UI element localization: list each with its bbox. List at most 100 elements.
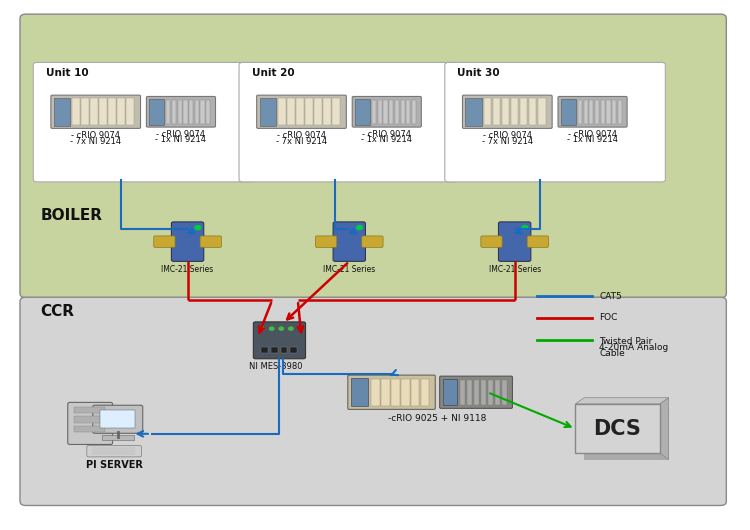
Text: CCR: CCR xyxy=(40,304,74,319)
FancyBboxPatch shape xyxy=(333,222,365,261)
Bar xyxy=(383,100,388,124)
Text: - 1x NI 9214: - 1x NI 9214 xyxy=(362,135,413,144)
Bar xyxy=(108,98,116,125)
Text: - 7x NI 9214: - 7x NI 9214 xyxy=(70,137,122,146)
Text: - 7x NI 9214: - 7x NI 9214 xyxy=(482,137,532,146)
Text: IMC-21 Series: IMC-21 Series xyxy=(161,265,214,274)
Bar xyxy=(411,379,419,406)
Bar xyxy=(90,98,98,125)
FancyBboxPatch shape xyxy=(93,405,142,434)
FancyBboxPatch shape xyxy=(87,446,141,457)
Bar xyxy=(172,100,176,124)
Polygon shape xyxy=(575,398,669,404)
Bar xyxy=(520,98,527,125)
FancyBboxPatch shape xyxy=(51,95,140,128)
Bar xyxy=(406,100,410,124)
FancyBboxPatch shape xyxy=(146,96,215,127)
Bar xyxy=(81,98,88,125)
Bar xyxy=(584,410,669,460)
FancyBboxPatch shape xyxy=(499,222,531,261)
Bar xyxy=(200,100,205,124)
Text: - cRIO 9074: - cRIO 9074 xyxy=(71,131,120,140)
Bar xyxy=(460,380,465,405)
Bar xyxy=(262,347,268,353)
Bar xyxy=(495,380,500,405)
Text: Cable: Cable xyxy=(599,349,625,358)
Text: - cRIO 9074: - cRIO 9074 xyxy=(483,131,532,140)
Bar xyxy=(178,100,182,124)
FancyBboxPatch shape xyxy=(527,236,548,248)
FancyBboxPatch shape xyxy=(200,236,221,248)
Bar xyxy=(183,100,188,124)
Bar xyxy=(189,100,194,124)
Bar xyxy=(481,380,486,405)
FancyBboxPatch shape xyxy=(463,95,552,128)
Text: - 1x NI 9214: - 1x NI 9214 xyxy=(567,135,618,144)
Text: IMC-21 Series: IMC-21 Series xyxy=(323,265,376,274)
Bar xyxy=(356,99,370,125)
FancyBboxPatch shape xyxy=(316,236,337,248)
Text: Unit 30: Unit 30 xyxy=(458,68,500,77)
Bar xyxy=(332,98,340,125)
Bar xyxy=(493,98,500,125)
Text: DCS: DCS xyxy=(593,419,641,439)
Polygon shape xyxy=(660,398,669,460)
Bar xyxy=(400,100,405,124)
Text: -cRIO 9025 + NI 9118: -cRIO 9025 + NI 9118 xyxy=(388,413,487,422)
FancyBboxPatch shape xyxy=(440,376,512,408)
Bar xyxy=(305,98,313,125)
Bar xyxy=(538,98,545,125)
Bar xyxy=(352,378,368,407)
Circle shape xyxy=(279,327,284,330)
Bar xyxy=(389,100,394,124)
Bar xyxy=(473,380,479,405)
Bar xyxy=(101,435,134,439)
FancyBboxPatch shape xyxy=(254,322,305,359)
Bar xyxy=(529,98,536,125)
FancyBboxPatch shape xyxy=(445,63,665,182)
Bar xyxy=(606,100,610,124)
Bar xyxy=(323,98,331,125)
Bar xyxy=(371,379,380,406)
Text: CAT5: CAT5 xyxy=(599,292,622,301)
Text: NI MES-3980: NI MES-3980 xyxy=(249,363,302,372)
Bar xyxy=(287,98,295,125)
Bar xyxy=(381,379,390,406)
Bar xyxy=(578,100,582,124)
Circle shape xyxy=(522,226,528,229)
Text: PI SERVER: PI SERVER xyxy=(86,460,142,470)
Text: - cRIO 9074: - cRIO 9074 xyxy=(157,130,206,139)
Text: BOILER: BOILER xyxy=(40,208,103,223)
Text: - 7x NI 9214: - 7x NI 9214 xyxy=(276,137,327,146)
Circle shape xyxy=(357,226,362,229)
FancyBboxPatch shape xyxy=(20,297,726,506)
Bar xyxy=(443,379,457,405)
Bar xyxy=(484,98,491,125)
Bar xyxy=(74,426,105,432)
Bar xyxy=(466,98,482,126)
Text: Twisted Pair: Twisted Pair xyxy=(599,337,652,346)
Bar xyxy=(72,98,80,125)
Text: FOC: FOC xyxy=(599,313,617,322)
FancyBboxPatch shape xyxy=(256,95,346,128)
FancyBboxPatch shape xyxy=(154,236,175,248)
Bar xyxy=(99,98,106,125)
Text: Unit 20: Unit 20 xyxy=(251,68,294,77)
Bar xyxy=(412,100,416,124)
Bar xyxy=(117,98,125,125)
Text: - cRIO 9074: - cRIO 9074 xyxy=(277,131,326,140)
Bar xyxy=(166,100,170,124)
Bar xyxy=(74,417,105,422)
Circle shape xyxy=(269,327,274,330)
Bar xyxy=(502,98,509,125)
Bar xyxy=(595,100,599,124)
Bar xyxy=(206,100,210,124)
Bar xyxy=(502,380,507,405)
Bar xyxy=(195,100,199,124)
Bar xyxy=(511,98,518,125)
Text: Unit 10: Unit 10 xyxy=(46,68,88,77)
Bar xyxy=(488,380,494,405)
FancyBboxPatch shape xyxy=(352,96,422,127)
Text: - 1x NI 9214: - 1x NI 9214 xyxy=(155,135,206,144)
Text: IMC-21 Series: IMC-21 Series xyxy=(488,265,541,274)
